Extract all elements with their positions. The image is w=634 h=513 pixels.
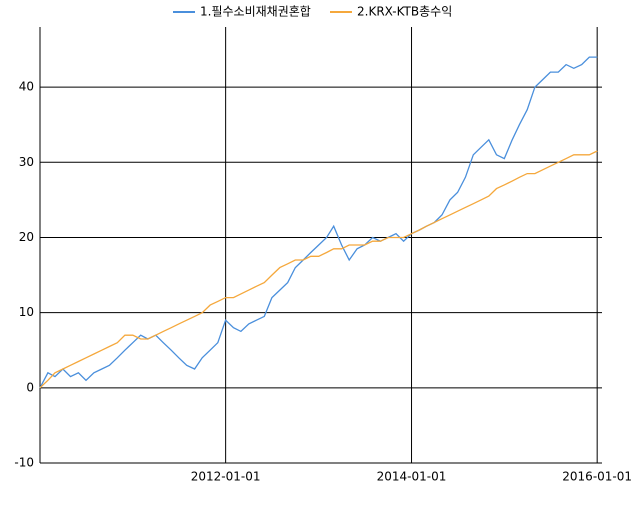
y-tick-label: 40 [19,80,34,94]
y-tick-label: 30 [19,155,34,169]
x-tick-label: 2016-01-01 [562,470,632,484]
x-tick-label: 2012-01-01 [191,470,261,484]
legend-label: 1.필수소비재채권혼합 [200,5,311,19]
series-line [39,56,598,389]
x-tick-label: 2014-01-01 [377,470,447,484]
y-tick-label: 10 [19,305,34,319]
y-tick-label: -10 [14,456,34,470]
legend-label: 2.KRX-KTB총수익 [357,5,452,19]
y-tick-label: 0 [26,380,34,394]
series-line [39,150,598,389]
y-tick-label: 20 [19,230,34,244]
